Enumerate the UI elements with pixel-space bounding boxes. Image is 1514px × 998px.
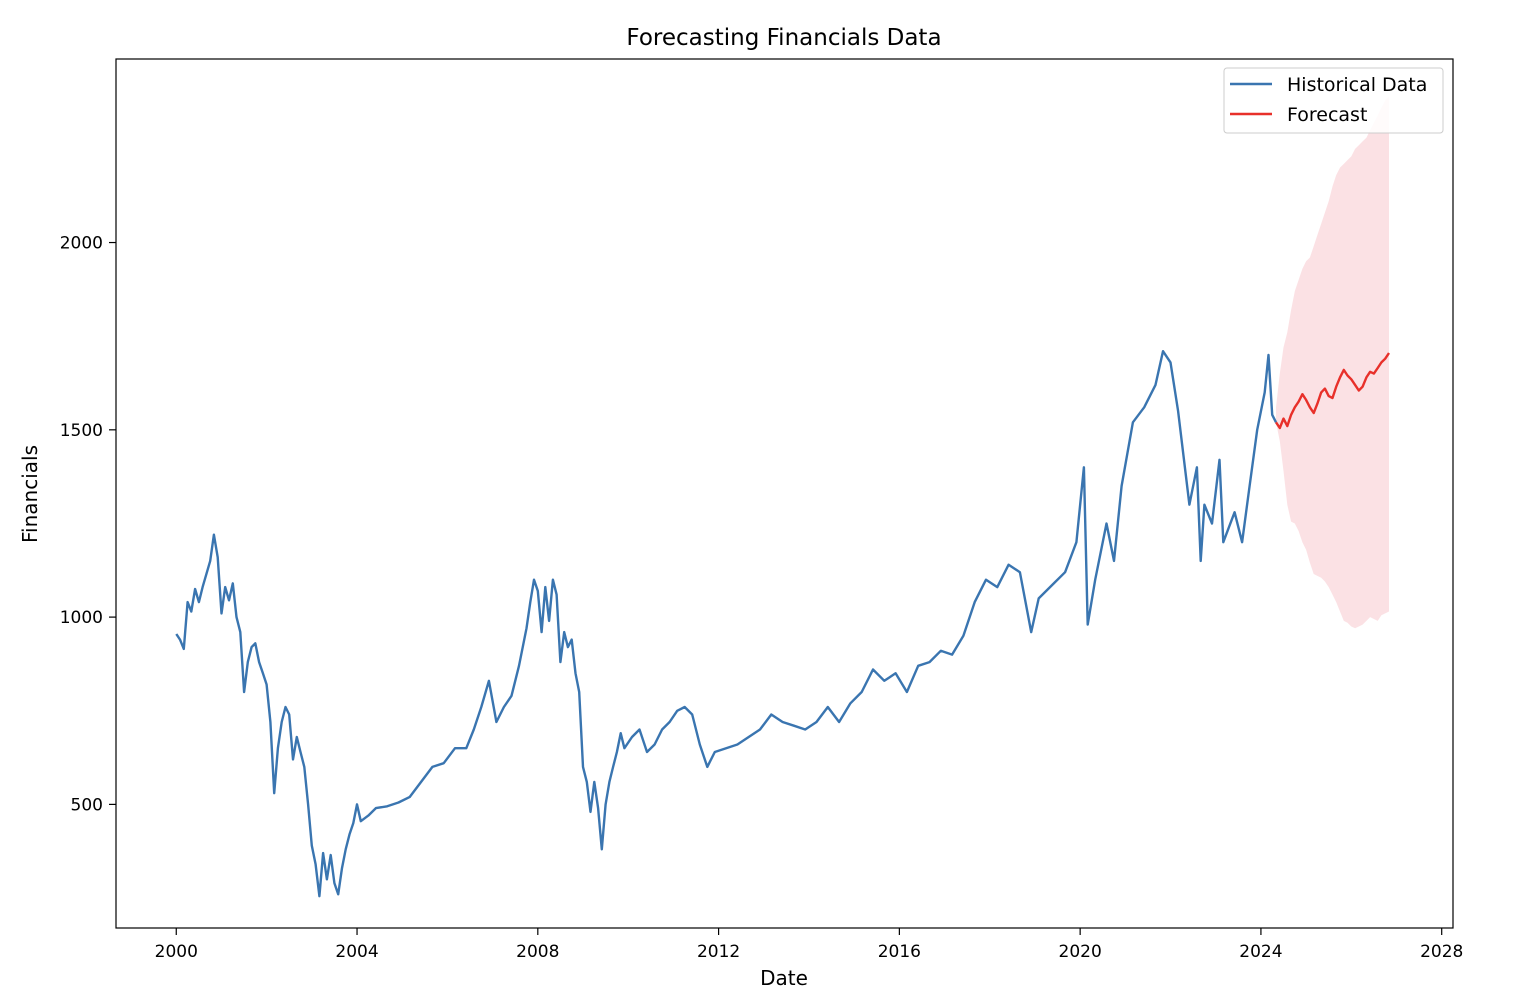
legend-historical-label: Historical Data [1287,74,1427,96]
x-axis-label: Date [760,966,808,990]
y-tick-label: 1500 [60,421,103,441]
plot-frame [115,58,1454,929]
y-axis-label: Financials [18,445,42,543]
y-tick-label: 1000 [60,608,103,628]
plot-area [175,96,1390,898]
x-tick-label: 2012 [697,942,740,962]
x-tick-label: 2008 [516,942,559,962]
legend: Historical Data Forecast [1223,67,1444,134]
x-tick-label: 2028 [1420,942,1463,962]
x-tick-label: 2016 [878,942,921,962]
x-axis: 2000 2004 2008 2012 2016 2020 2024 2028 [155,928,1463,962]
x-tick-label: 2024 [1239,942,1282,962]
historical-data-line [175,350,1278,898]
x-tick-label: 2004 [335,942,378,962]
y-axis: 500 1000 1500 2000 [60,234,116,815]
forecast-line [1275,352,1390,430]
forecast-interval-band [1276,96,1389,629]
legend-box [1223,67,1444,134]
y-tick-label: 500 [71,795,103,815]
legend-forecast-label: Forecast [1287,104,1367,126]
chart-title: Forecasting Financials Data [626,25,941,51]
x-tick-label: 2000 [155,942,198,962]
y-tick-label: 2000 [60,234,103,254]
x-tick-label: 2020 [1059,942,1102,962]
